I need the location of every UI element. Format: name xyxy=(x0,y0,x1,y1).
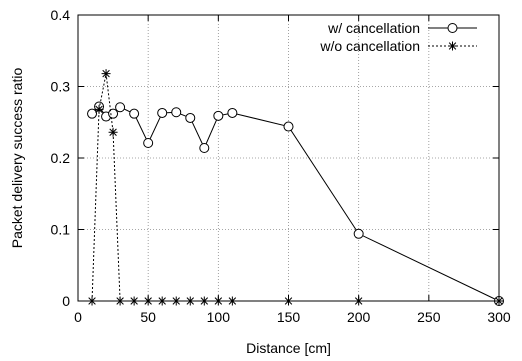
x-tick-label: 150 xyxy=(277,309,301,325)
y-tick-label: 0 xyxy=(62,293,70,309)
data-point xyxy=(185,112,196,123)
data-point xyxy=(227,107,238,118)
series-line xyxy=(91,105,500,302)
x-axis-label: Distance [cm] xyxy=(246,340,331,356)
data-point xyxy=(101,69,111,79)
legend: w/ cancellation w/o cancellation xyxy=(319,20,477,54)
data-point xyxy=(199,142,210,153)
legend-label-wo-cancellation: w/o cancellation xyxy=(319,38,420,54)
y-axis-label: Packet delivery success ratio xyxy=(9,68,25,249)
data-point xyxy=(171,107,182,118)
legend-sample-wo-cancellation xyxy=(428,41,477,51)
legend-sample-w-cancellation xyxy=(428,23,477,33)
data-point xyxy=(143,137,154,148)
x-tick-label: 100 xyxy=(207,309,231,325)
x-tick-label: 300 xyxy=(487,309,511,325)
series-layer xyxy=(87,69,504,306)
data-point xyxy=(115,102,126,113)
series-line xyxy=(91,73,499,302)
x-tick-label: 0 xyxy=(74,309,82,325)
tick-marks xyxy=(77,14,500,302)
data-point xyxy=(108,108,119,119)
data-point xyxy=(283,121,294,132)
y-tick-labels: 0 0.1 0.2 0.3 0.4 xyxy=(51,7,71,309)
y-tick-label: 0.3 xyxy=(51,79,71,95)
series-1 xyxy=(87,69,504,306)
x-tick-label: 50 xyxy=(140,309,156,325)
x-tick-labels: 0 50 100 150 200 250 300 xyxy=(74,309,511,325)
data-point xyxy=(353,228,364,239)
y-tick-label: 0.2 xyxy=(51,150,71,166)
data-point xyxy=(108,127,118,137)
data-point xyxy=(157,107,168,118)
data-point xyxy=(87,108,98,119)
grid xyxy=(78,15,499,301)
legend-marker xyxy=(447,23,458,33)
data-point xyxy=(213,110,224,121)
data-point xyxy=(129,108,140,119)
series-0 xyxy=(87,101,504,306)
y-tick-label: 0.1 xyxy=(51,222,71,238)
data-point xyxy=(94,104,104,114)
legend-marker xyxy=(448,41,457,51)
x-tick-label: 200 xyxy=(347,309,371,325)
legend-label-w-cancellation: w/ cancellation xyxy=(327,20,420,36)
x-tick-label: 250 xyxy=(417,309,441,325)
y-tick-label: 0.4 xyxy=(51,7,71,23)
